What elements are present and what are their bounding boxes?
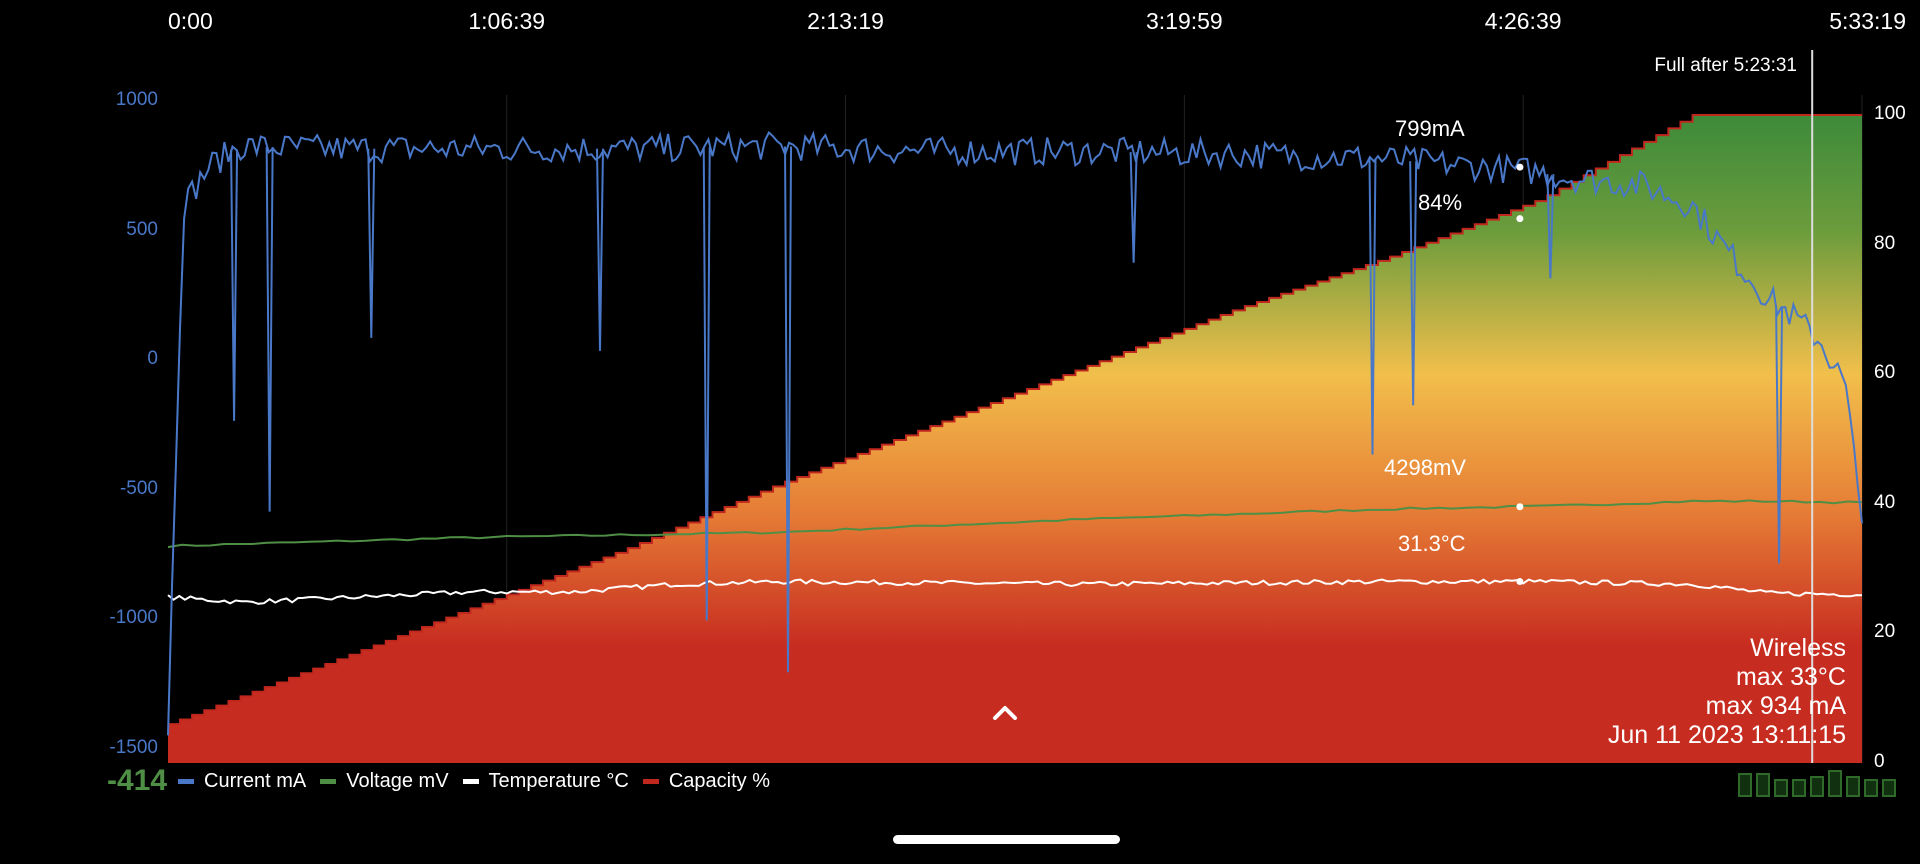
cell-bar	[1810, 776, 1824, 797]
cursor-current-label: 799mA	[1395, 116, 1465, 141]
cell-bar	[1864, 779, 1878, 797]
cell-bar	[1774, 779, 1788, 797]
cell-bar	[1792, 779, 1806, 797]
current-spike	[1775, 306, 1784, 564]
current-spike	[367, 148, 376, 338]
y-left-tick-label: -1000	[109, 607, 158, 629]
cursor-capacity-label: 84%	[1418, 190, 1463, 215]
y-right-tick-label: 80	[1874, 232, 1896, 254]
legend-item-current: Current mA	[178, 770, 306, 793]
legend-item-voltage: Voltage mV	[320, 770, 449, 793]
x-tick-label: 2:13:19	[807, 8, 884, 34]
y-right-tick-label: 20	[1874, 621, 1896, 643]
cell-bar	[1738, 773, 1752, 797]
cell-bar	[1756, 773, 1770, 797]
charge-type: Wireless	[1750, 634, 1846, 662]
cursor-temperature-label: 31.3°C	[1398, 531, 1466, 556]
timestamp: Jun 11 2023 13:11:15	[1607, 721, 1846, 749]
series-layer	[167, 114, 1863, 763]
temperature-line	[167, 578, 1863, 605]
full-after-label: Full after 5:23:31	[1654, 55, 1797, 76]
legend-label: Voltage mV	[346, 770, 449, 792]
legend-swatch-capacity	[642, 779, 659, 784]
current-spike	[1409, 161, 1418, 406]
cursor-temperature-dot	[1516, 578, 1524, 586]
current-spike	[702, 147, 711, 621]
x-tick-label: 1:06:39	[468, 8, 546, 34]
current-spike	[1546, 174, 1555, 279]
cell-bar	[1882, 779, 1896, 797]
max-temperature: max 33°C	[1735, 663, 1846, 691]
chevron-up-icon[interactable]	[992, 700, 1018, 726]
cursor-voltage-label: 4298mV	[1384, 455, 1466, 480]
y-right-tick-label: 40	[1874, 491, 1896, 513]
legend-swatch-current	[178, 779, 194, 784]
cell-bar	[1846, 776, 1860, 797]
y-left-tick-label: -1500	[109, 737, 158, 758]
info-panel: Wireless max 33°C max 934 mA Jun 11 2023…	[1608, 634, 1846, 750]
current-spike	[1368, 158, 1377, 455]
legend-item-capacity: Capacity %	[642, 770, 770, 793]
cursor-layer	[1516, 50, 1814, 763]
current-spike	[1129, 152, 1138, 263]
current-spike	[595, 148, 604, 351]
cursor-current-dot	[1516, 163, 1524, 171]
current-line	[167, 130, 1863, 736]
max-current: max 934 mA	[1705, 692, 1846, 720]
y-right-tick-label: 0	[1874, 751, 1885, 772]
y-left-tick-label: 500	[126, 218, 158, 240]
x-tick-label: 5:33:19	[1829, 8, 1906, 34]
current-spike	[265, 147, 274, 512]
current-spike	[784, 146, 793, 673]
y-right-tick-label: 60	[1874, 362, 1896, 384]
home-indicator[interactable]	[893, 835, 1120, 844]
live-current-readout: -414	[107, 764, 168, 797]
voltage-line	[167, 499, 1863, 549]
x-tick-label: 0:00	[168, 8, 213, 34]
legend: Current mA Voltage mV Temperature °C Cap…	[178, 770, 784, 793]
x-tick-label: 4:26:39	[1484, 8, 1562, 34]
y-left-tick-label: 1000	[115, 89, 158, 110]
x-tick-label: 3:19:59	[1145, 8, 1223, 34]
current-spike	[230, 149, 239, 421]
cell-meter	[1738, 770, 1896, 797]
legend-label: Current mA	[204, 770, 307, 792]
legend-swatch-voltage	[320, 779, 337, 784]
legend-swatch-temperature	[462, 779, 479, 784]
cursor-voltage-dot	[1516, 503, 1524, 511]
y-left-tick-label: -500	[119, 477, 158, 499]
cursor-capacity-dot	[1516, 215, 1524, 223]
y-right-tick-label: 100	[1874, 103, 1906, 124]
capacity-edge	[168, 114, 1862, 726]
legend-item-temperature: Temperature °C	[462, 770, 629, 793]
capacity-area	[168, 115, 1862, 763]
y-left-tick-label: 0	[147, 348, 158, 370]
legend-label: Capacity %	[668, 770, 770, 792]
cell-bar	[1828, 770, 1842, 797]
legend-label: Temperature °C	[488, 770, 629, 792]
